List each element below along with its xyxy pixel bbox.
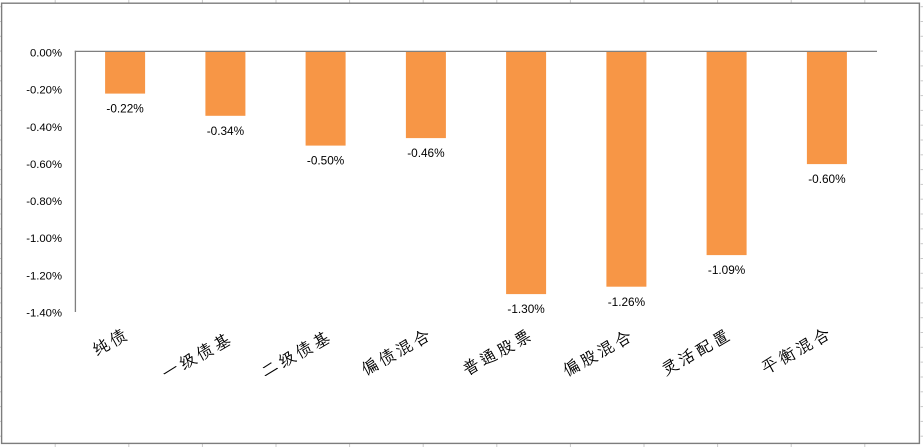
svg-text:-0.22%: -0.22%	[106, 102, 144, 116]
svg-text:-0.50%: -0.50%	[307, 154, 345, 168]
svg-text:-0.20%: -0.20%	[26, 85, 62, 97]
svg-text:-0.60%: -0.60%	[808, 172, 846, 186]
svg-text:-0.60%: -0.60%	[26, 159, 62, 171]
svg-text:-0.46%: -0.46%	[407, 146, 445, 160]
svg-text:-1.26%: -1.26%	[608, 295, 646, 309]
svg-text:-1.30%: -1.30%	[507, 302, 545, 316]
svg-text:0.00%: 0.00%	[30, 48, 62, 60]
svg-text:-0.34%: -0.34%	[207, 124, 245, 138]
svg-text:-1.40%: -1.40%	[26, 308, 62, 320]
svg-text:-1.00%: -1.00%	[26, 233, 62, 245]
svg-text:-0.40%: -0.40%	[26, 122, 62, 134]
svg-text:-1.20%: -1.20%	[26, 270, 62, 282]
svg-text:-0.80%: -0.80%	[26, 196, 62, 208]
svg-text:-1.09%: -1.09%	[708, 263, 746, 277]
